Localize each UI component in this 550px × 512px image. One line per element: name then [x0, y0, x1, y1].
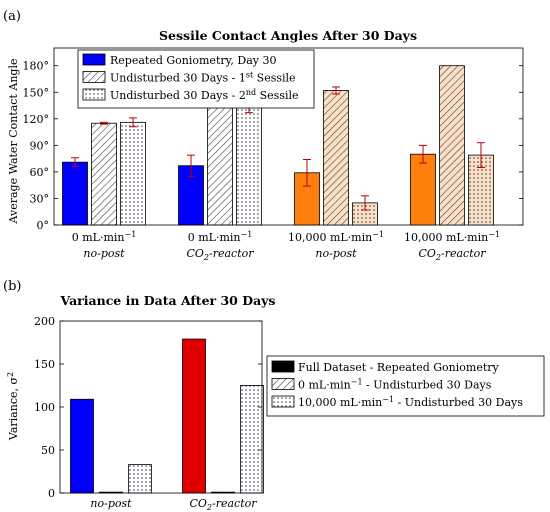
x-category-label: no-post [90, 497, 132, 510]
y-tick-label: 50 [41, 444, 55, 457]
chart-b: 0 50 100 150 200 no-post CO2-reactor Full Datas… [34, 315, 545, 512]
bar [211, 491, 235, 494]
legend-swatch [271, 395, 295, 408]
chart-a-title: Sessile Contact Angles After 30 Days [159, 28, 417, 43]
chart-b-legend: Full Dataset - Repeated Goniometry 0 mL·m… [266, 355, 545, 417]
chart-a-legend: Repeated Goniometry, Day 30 Undisturbed 3… [77, 49, 315, 109]
legend-entry: Undisturbed 30 Days - 2nd Sessile [110, 88, 299, 102]
legend-box [266, 355, 545, 417]
legend-swatch [82, 53, 106, 66]
legend-box [77, 49, 315, 109]
chart-a-ylabel: Average Water Contact Angle [7, 59, 20, 225]
bar [70, 398, 94, 494]
y-tick-label: 100 [34, 401, 55, 414]
bar [182, 338, 206, 494]
chart-a-frame [53, 47, 524, 226]
x-category-label: 10,000 mL·min−1 [288, 230, 384, 244]
bar [410, 153, 436, 226]
legend-swatch [82, 71, 106, 83]
y-tick-label: 150° [23, 86, 50, 99]
x-category-sublabel: no-post [315, 247, 357, 260]
legend-swatch [82, 88, 106, 101]
legend-entry: 0 mL·min−1 - Undisturbed 30 Days [298, 378, 492, 392]
bar [236, 106, 262, 226]
bar [91, 122, 117, 226]
x-category-sublabel: no-post [83, 247, 125, 260]
y-tick-label: 30° [30, 192, 50, 205]
legend-entry: Undisturbed 30 Days - 1st Sessile [110, 71, 296, 85]
bar [62, 161, 88, 226]
bar [120, 121, 146, 226]
legend-swatch [271, 360, 295, 373]
legend-entry: Full Dataset - Repeated Goniometry [298, 361, 500, 374]
y-tick-label: 0° [37, 219, 50, 232]
x-category-sublabel: CO2-reactor [418, 247, 486, 262]
y-tick-label: 60° [30, 166, 50, 179]
bar [323, 90, 349, 226]
legend-entry: Repeated Goniometry, Day 30 [110, 54, 276, 67]
y-tick-label: 90° [30, 139, 50, 152]
y-tick-label: 0 [48, 487, 55, 500]
x-category-sublabel: CO2-reactor [186, 247, 254, 262]
chart-b-ylabel: Variance, σ2 [6, 372, 20, 441]
x-category-label: 0 mL·min−1 [72, 230, 137, 244]
panel-b-label: (b) [3, 279, 21, 294]
legend-swatch [271, 378, 295, 390]
legend-entry: 10,000 mL·min−1 - Undisturbed 30 Days [298, 395, 523, 409]
x-category-label: 10,000 mL·min−1 [404, 230, 500, 244]
y-tick-label: 120° [23, 113, 50, 126]
chart-a: 0° 30° 60° 90° 120° 150° 180° 0 mL·min−1 no-post… [23, 47, 524, 262]
y-tick-label: 150 [34, 358, 55, 371]
bar [207, 104, 233, 226]
bar [439, 65, 465, 226]
bar [240, 385, 264, 494]
y-tick-label: 200 [34, 315, 55, 328]
y-tick-label: 180° [23, 60, 50, 73]
panel-a-label: (a) [3, 9, 21, 24]
chart-b-title: Variance in Data After 30 Days [60, 293, 276, 308]
x-category-label: CO2-reactor [189, 497, 257, 512]
x-category-label: 0 mL·min−1 [188, 230, 253, 244]
bar [99, 491, 123, 494]
bar [128, 464, 152, 494]
